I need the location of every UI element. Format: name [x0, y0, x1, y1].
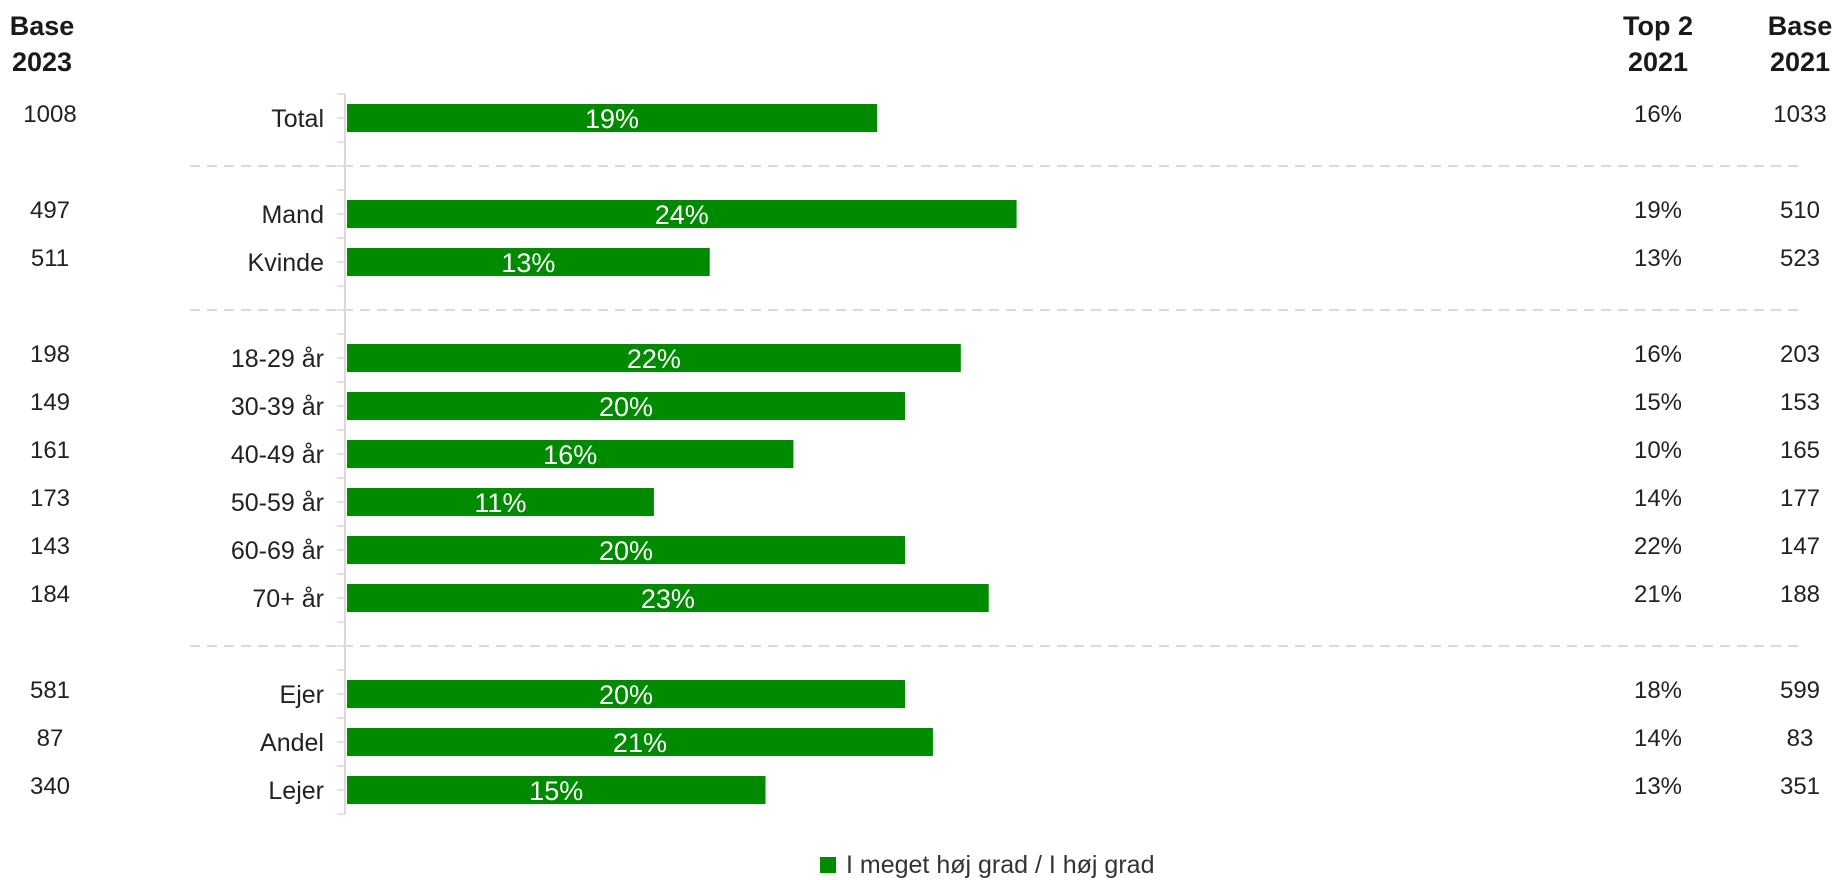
- bar: [347, 776, 766, 804]
- bar: [347, 392, 905, 420]
- bar-value-label: 22%: [627, 344, 681, 374]
- category-label: Total: [271, 105, 324, 133]
- bar: [347, 728, 933, 756]
- category-label: 30-39 år: [231, 393, 324, 421]
- base-2021-value: 523: [1780, 245, 1820, 272]
- bar-value-label: 20%: [599, 680, 653, 710]
- top2-2021-value: 10%: [1634, 437, 1682, 464]
- header-base-2021: Base 2021: [1767, 11, 1833, 77]
- top2-2021-value: 22%: [1634, 533, 1682, 560]
- bar: [347, 248, 710, 276]
- base-2021-value: 1033: [1773, 101, 1826, 128]
- header-base-2023: Base 2023: [9, 11, 75, 77]
- category-label: Ejer: [280, 681, 324, 709]
- bar: [347, 680, 905, 708]
- bar-value-label: 20%: [599, 392, 653, 422]
- category-label: 40-49 år: [231, 441, 324, 469]
- top2-2021-value: 13%: [1634, 773, 1682, 800]
- top2-2021-value: 19%: [1634, 197, 1682, 224]
- top2-2021-value: 16%: [1634, 101, 1682, 128]
- bar-chart: 19% Total 1008 16% 1033 24% Mand 497 19% 510 13% Kv…: [23, 93, 1827, 815]
- base-2021-value: 165: [1780, 437, 1820, 464]
- category-label: Mand: [261, 201, 324, 229]
- category-label: 50-59 år: [231, 489, 324, 517]
- bar-value-label: 21%: [613, 728, 667, 758]
- base-2023-value: 1008: [23, 101, 76, 128]
- bar: [347, 488, 654, 516]
- category-label: 70+ år: [252, 585, 324, 613]
- category-label: Andel: [260, 729, 324, 757]
- legend-label: I meget høj grad / I høj grad: [846, 850, 1155, 879]
- bar: [347, 200, 1017, 228]
- bar-value-label: 20%: [599, 536, 653, 566]
- legend: I meget høj grad / I høj grad: [820, 850, 1154, 880]
- bar: [347, 440, 794, 468]
- base-2021-value: 188: [1780, 581, 1820, 608]
- bar-value-label: 24%: [655, 200, 709, 230]
- base-2023-value: 143: [30, 533, 70, 560]
- base-2023-value: 149: [30, 389, 70, 416]
- top2-2021-value: 13%: [1634, 245, 1682, 272]
- bar: [347, 344, 961, 372]
- base-2021-value: 203: [1780, 341, 1820, 368]
- top2-2021-value: 15%: [1634, 389, 1682, 416]
- legend-swatch: [820, 857, 836, 873]
- base-2021-value: 83: [1787, 725, 1814, 752]
- category-label: 60-69 år: [231, 537, 324, 565]
- top2-2021-value: 18%: [1634, 677, 1682, 704]
- bar: [347, 104, 878, 132]
- base-2021-value: 599: [1780, 677, 1820, 704]
- top2-2021-value: 16%: [1634, 341, 1682, 368]
- base-2023-value: 198: [30, 341, 70, 368]
- bar-value-label: 15%: [529, 776, 583, 806]
- bar-value-label: 23%: [641, 584, 695, 614]
- category-label: Kvinde: [248, 249, 324, 277]
- base-2023-value: 511: [31, 245, 69, 272]
- bar-value-label: 13%: [501, 248, 555, 278]
- base-2023-value: 87: [37, 725, 64, 752]
- base-2023-value: 581: [30, 677, 70, 704]
- top2-2021-value: 14%: [1634, 725, 1682, 752]
- top2-2021-value: 21%: [1634, 581, 1682, 608]
- top2-2021-value: 14%: [1634, 485, 1682, 512]
- base-2021-value: 177: [1780, 485, 1820, 512]
- base-2023-value: 161: [30, 437, 70, 464]
- bar-value-label: 19%: [585, 104, 639, 134]
- header-top2-2021: Top 2 2021: [1623, 11, 1693, 77]
- base-2023-value: 184: [30, 581, 70, 608]
- bar-value-label: 16%: [543, 440, 597, 470]
- bar: [347, 536, 905, 564]
- base-2021-value: 153: [1780, 389, 1820, 416]
- bar-value-label: 11%: [474, 488, 526, 518]
- category-label: 18-29 år: [231, 345, 324, 373]
- base-2021-value: 510: [1780, 197, 1820, 224]
- base-2021-value: 351: [1780, 773, 1820, 800]
- base-2021-value: 147: [1780, 533, 1820, 560]
- base-2023-value: 340: [30, 773, 70, 800]
- bar: [347, 584, 989, 612]
- base-2023-value: 173: [30, 485, 70, 512]
- category-label: Lejer: [268, 777, 324, 805]
- base-2023-value: 497: [30, 197, 70, 224]
